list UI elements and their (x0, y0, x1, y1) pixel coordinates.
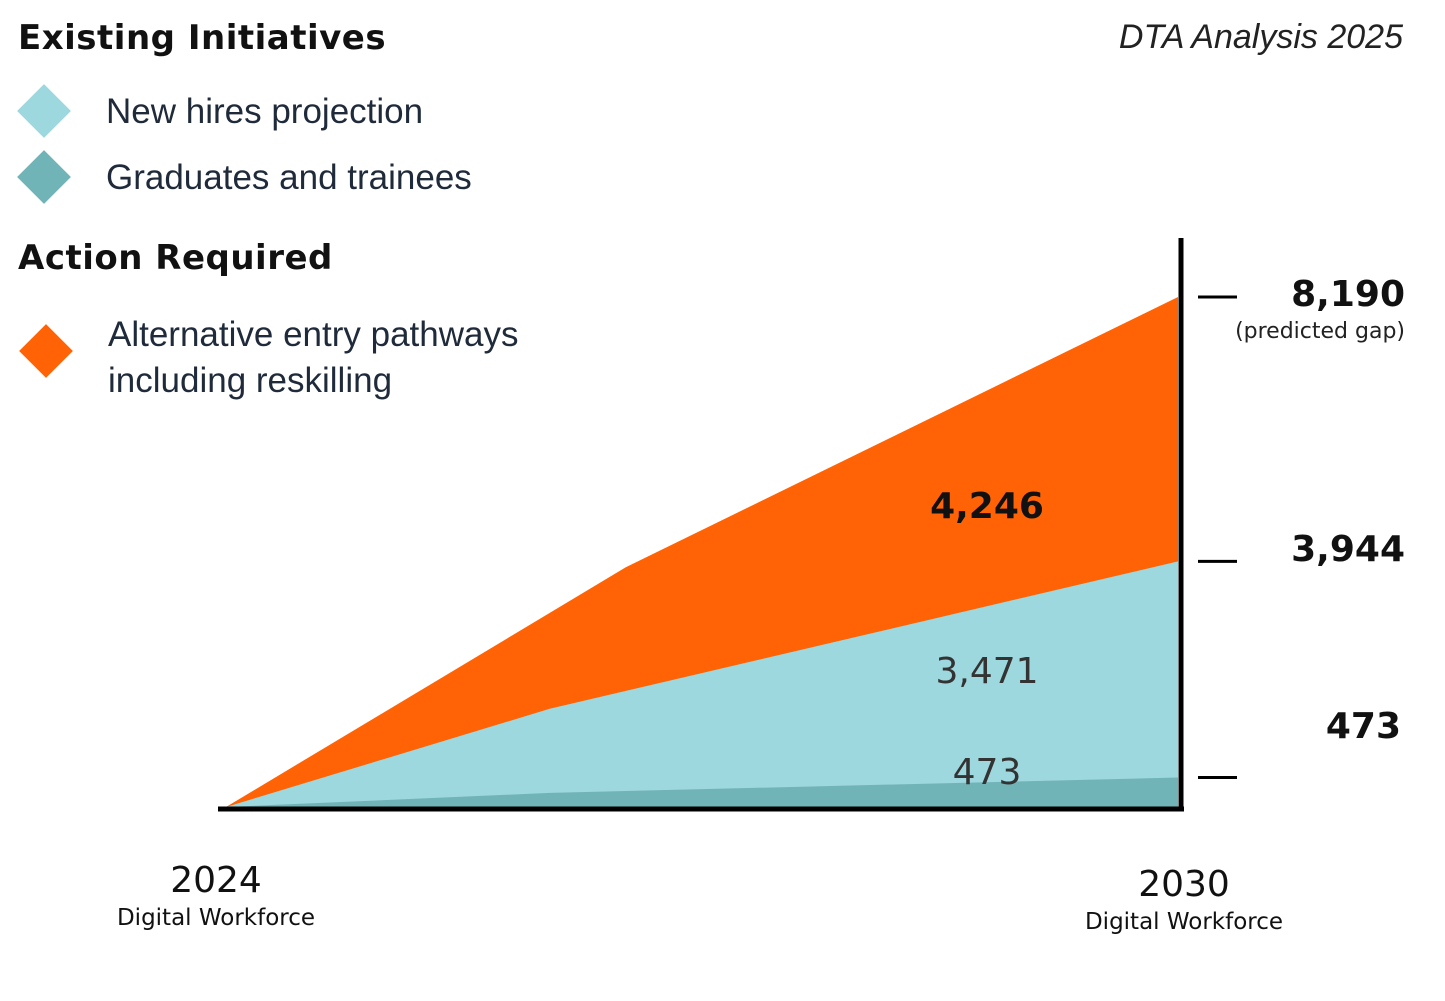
action-required-title: Action Required (18, 238, 333, 278)
x-tick-label-2030: 2030 (1138, 864, 1230, 905)
legend-new-hires-label: New hires projection (106, 92, 424, 131)
data-label-alternative-pathways: 4,246 (930, 486, 1044, 527)
legend-alternative-line-1: Alternative entry pathways (108, 315, 519, 354)
series-area-graduates (226, 777, 1178, 807)
marker-value-predicted-gap: 8,190 (1291, 274, 1405, 315)
x-tick-sublabel-2030: Digital Workforce (1084, 909, 1284, 935)
legend-alternative-line-2: including reskilling (108, 361, 393, 400)
data-label-graduates: 473 (953, 752, 1022, 793)
data-label-new-hires: 3,471 (935, 651, 1038, 692)
x-tick-sublabel-2024: Digital Workforce (116, 905, 316, 931)
existing-initiatives-title: Existing Initiatives (18, 18, 387, 58)
source-label: DTA Analysis 2025 (1118, 18, 1403, 56)
legend-graduates-label: Graduates and trainees (106, 158, 472, 197)
x-tick-label-2024: 2024 (170, 860, 262, 901)
marker-value-graduates: 473 (1325, 706, 1401, 747)
marker-note-predicted-gap: (predicted gap) (1235, 319, 1405, 344)
marker-value-existing-total: 3,944 (1291, 529, 1405, 570)
series-area-new-hires (226, 561, 1178, 807)
